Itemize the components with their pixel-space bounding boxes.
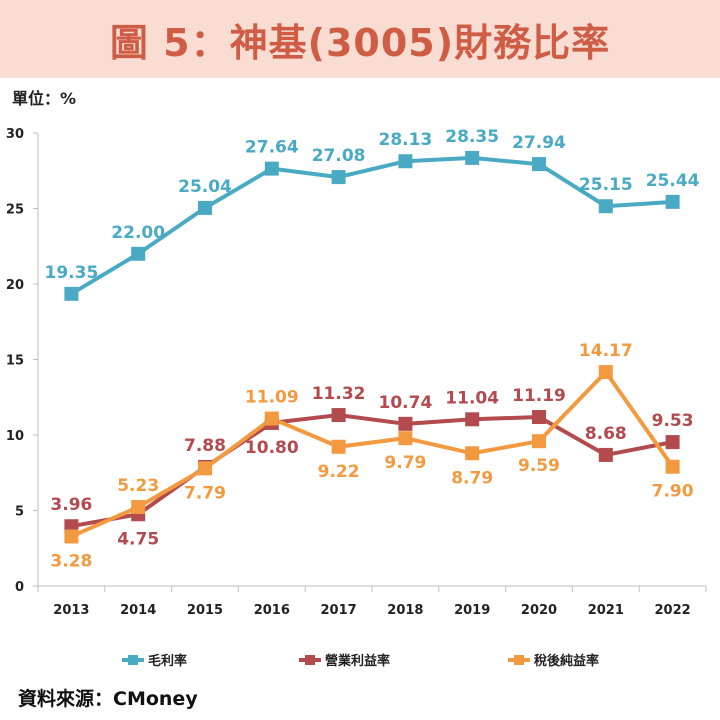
data-label: 11.09 xyxy=(245,388,299,408)
data-point xyxy=(532,157,546,172)
data-point xyxy=(131,246,146,261)
data-point xyxy=(665,194,680,209)
data-label: 11.32 xyxy=(312,384,366,404)
data-label: 9.79 xyxy=(384,453,426,473)
data-point xyxy=(64,529,79,544)
legend-marker xyxy=(305,655,315,665)
legend-label: 稅後純益率 xyxy=(534,653,599,669)
data-label: 28.13 xyxy=(379,130,433,150)
data-point xyxy=(665,435,680,450)
data-label: 11.19 xyxy=(512,386,566,406)
series-layer xyxy=(64,150,680,544)
data-label: 9.53 xyxy=(652,411,694,431)
y-tick-label: 15 xyxy=(6,354,24,369)
data-label: 9.59 xyxy=(518,456,560,476)
y-tick-label: 10 xyxy=(6,429,24,444)
data-label: 14.17 xyxy=(579,341,633,361)
x-tick-label: 2017 xyxy=(321,603,357,618)
data-point xyxy=(398,431,413,446)
y-tick-label: 25 xyxy=(6,203,24,218)
data-label: 7.90 xyxy=(652,482,694,502)
data-point xyxy=(598,365,613,380)
data-label: 28.35 xyxy=(445,127,499,147)
unit-label: 單位：% xyxy=(12,89,77,108)
legend: 毛利率 營業利益率 稅後純益率 xyxy=(122,653,599,669)
x-tick-label: 2021 xyxy=(588,603,624,618)
x-tick-label: 2013 xyxy=(53,603,89,618)
x-tick-label: 2022 xyxy=(655,603,691,618)
data-point xyxy=(398,154,413,169)
axes: 0 5 10 15 20 25 30 2013 2014 2015 2016 2017 2018 2019… xyxy=(6,127,707,618)
data-point xyxy=(398,416,413,431)
data-label: 7.79 xyxy=(184,483,226,503)
data-label: 3.28 xyxy=(50,551,92,571)
data-label: 22.00 xyxy=(111,223,165,243)
legend-label: 營業利益率 xyxy=(325,653,390,669)
data-label: 3.96 xyxy=(50,495,92,515)
data-label: 25.04 xyxy=(178,177,232,197)
data-label: 4.75 xyxy=(117,529,159,549)
data-point xyxy=(532,434,546,449)
data-point xyxy=(465,150,480,165)
data-point xyxy=(131,500,146,515)
data-label: 11.04 xyxy=(445,388,499,408)
data-point xyxy=(331,170,346,185)
data-point xyxy=(331,439,346,454)
data-label: 27.94 xyxy=(512,133,566,153)
y-tick-label: 5 xyxy=(15,505,24,520)
data-point xyxy=(665,459,680,474)
data-label: 10.74 xyxy=(379,393,433,413)
y-tick-label: 0 xyxy=(15,580,24,595)
series-line-2 xyxy=(70,370,675,539)
series-line-0 xyxy=(70,155,673,296)
x-tick-label: 2020 xyxy=(521,603,557,618)
legend-marker xyxy=(128,655,138,665)
data-label: 19.35 xyxy=(45,263,99,283)
title-bar: 圖 5：神基(3005)財務比率 xyxy=(0,0,720,78)
data-point xyxy=(465,446,480,461)
x-tick-label: 2015 xyxy=(187,603,223,618)
data-label: 25.44 xyxy=(646,171,700,191)
data-label: 27.64 xyxy=(245,138,299,158)
x-tick-label: 2014 xyxy=(120,603,156,618)
x-tick-label: 2019 xyxy=(454,603,490,618)
x-tick-label: 2016 xyxy=(254,603,290,618)
data-point xyxy=(64,286,79,301)
data-point xyxy=(264,411,279,426)
data-label: 25.15 xyxy=(579,175,633,195)
chart-title: 圖 5：神基(3005)財務比率 xyxy=(109,20,611,65)
data-point xyxy=(532,410,546,425)
data-label: 10.80 xyxy=(245,438,299,458)
legend-label: 毛利率 xyxy=(148,653,187,669)
legend-marker xyxy=(514,655,524,665)
data-point xyxy=(198,461,212,476)
series-line-1 xyxy=(71,413,673,529)
data-point xyxy=(598,447,613,462)
data-label: 8.68 xyxy=(585,424,627,444)
data-point xyxy=(331,408,346,423)
data-label: 9.22 xyxy=(318,462,360,482)
data-point xyxy=(264,161,279,176)
data-label: 7.88 xyxy=(184,436,226,456)
data-label: 5.23 xyxy=(117,476,159,496)
data-label: 8.79 xyxy=(451,468,493,488)
x-tick-label: 2018 xyxy=(387,603,423,618)
data-point xyxy=(465,412,480,427)
data-point xyxy=(198,200,212,215)
source-label: 資料來源：CMoney xyxy=(18,688,198,710)
data-label: 27.08 xyxy=(312,146,366,166)
y-tick-label: 20 xyxy=(6,278,24,293)
data-point xyxy=(598,199,613,214)
y-tick-label: 30 xyxy=(6,127,24,142)
data-labels: 19.35 22.00 25.04 27.64 27.08 28.13 28.35 27.94… xyxy=(45,127,700,572)
